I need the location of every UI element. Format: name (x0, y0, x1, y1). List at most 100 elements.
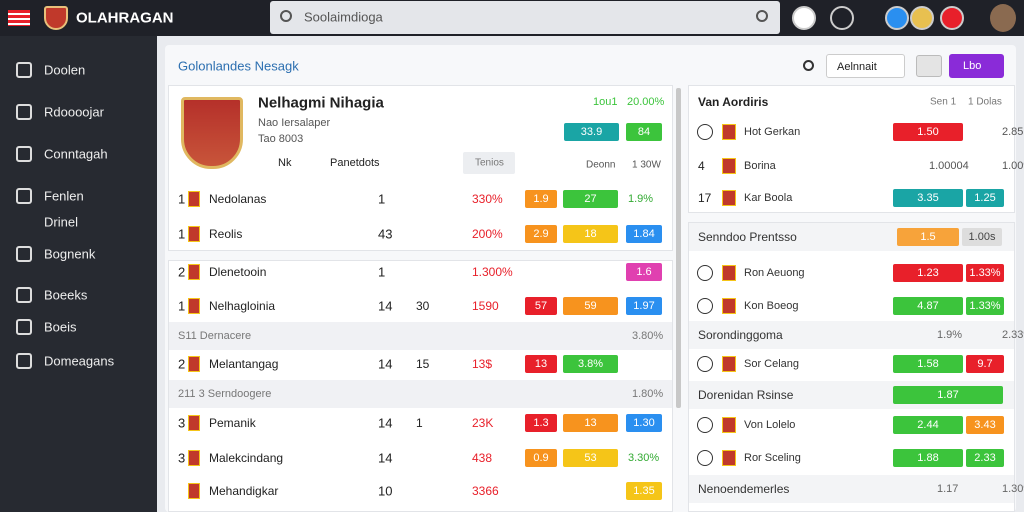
nav-item[interactable]: Boeeks (44, 287, 88, 303)
crest (188, 191, 200, 207)
section-row (689, 223, 1014, 251)
section-row (689, 475, 1014, 503)
row-name: Kon Boeog (744, 300, 799, 312)
column-text: Tenios (475, 157, 504, 169)
nav-icon (16, 246, 32, 262)
badge: 27 (563, 190, 618, 208)
nav-item[interactable]: Domeagans (44, 353, 115, 369)
badge: 2.33 (966, 449, 1004, 467)
row-name: Von Lolelo (744, 419, 796, 431)
row-pct: 23K (472, 416, 494, 430)
badge: 1.6 (626, 263, 662, 281)
badge: 1.00s (962, 228, 1002, 246)
badge: 1.23 (893, 264, 963, 282)
badge: 1.97 (626, 297, 662, 315)
crest (188, 226, 200, 242)
tab[interactable]: Panetdots (330, 157, 380, 169)
nav-icon (16, 319, 32, 335)
row-name: Ron Aeuong (744, 267, 805, 279)
row-icon (697, 417, 713, 433)
section-label: Dorenidan Rsinse (698, 388, 794, 402)
row-num: 1 (378, 191, 386, 207)
section-value: 1.17 (937, 483, 959, 495)
tab[interactable]: Nk (278, 157, 292, 169)
row-num: 14 (378, 450, 393, 466)
row-name: Pemanik (209, 416, 256, 430)
rank: 2 (178, 356, 186, 372)
row-name: Ror Sceling (744, 452, 801, 464)
nav-item[interactable]: Boeis (44, 319, 77, 335)
toolbar-search[interactable] (803, 60, 814, 71)
section-value: 1.30% (1002, 483, 1024, 495)
header-icon[interactable] (885, 6, 909, 30)
header-icon[interactable] (940, 6, 964, 30)
nav-item[interactable]: Doolen (44, 62, 86, 78)
header-icon[interactable] (910, 6, 934, 30)
crest (188, 483, 200, 499)
badge: 1.35 (626, 482, 662, 500)
nav-icon (16, 62, 32, 78)
row-name: Kar Boola (744, 192, 793, 204)
badge: 9.7 (966, 355, 1004, 373)
section-row (689, 321, 1014, 349)
header-icon[interactable] (830, 6, 854, 30)
right-title: Van Aordiris (698, 95, 769, 109)
crest (188, 356, 200, 372)
primary-button[interactable]: Lbo (949, 54, 1004, 78)
section-label: Senndoo Prentsso (698, 230, 797, 244)
nav-item[interactable]: Drinel (44, 214, 78, 230)
row-value: 2.85 (1002, 126, 1024, 138)
nav-item[interactable]: Fenlen (44, 188, 84, 204)
crest (188, 298, 200, 314)
crest (188, 415, 200, 431)
icon-button[interactable] (916, 55, 942, 77)
badge: 84 (626, 123, 662, 141)
nav-item[interactable]: Conntagah (44, 146, 108, 162)
row-pct: 13$ (472, 357, 493, 371)
header-icon[interactable] (792, 6, 816, 30)
nav-item[interactable]: Bognenk (44, 246, 96, 262)
row-icon (697, 124, 713, 140)
row-num: 14 (378, 298, 393, 314)
badge: 1.50 (893, 123, 963, 141)
team-sub: Nao Iersalaper (258, 117, 331, 129)
badge: 33.9 (564, 123, 619, 141)
row-pct: 1590 (472, 299, 499, 313)
dropdown[interactable]: Aelnnait (826, 54, 905, 78)
card (168, 85, 673, 251)
badge: 3.8% (563, 355, 618, 373)
row-pct: 330% (472, 192, 503, 206)
row-value: 1.00004 (929, 160, 969, 172)
row-name: Borina (744, 160, 776, 172)
page-title: Golonlandes Nesagk (178, 58, 299, 74)
rank: 4 (698, 159, 705, 173)
badge: 2.44 (893, 416, 963, 434)
crest (188, 264, 200, 280)
nav-item[interactable]: Rdoooojar (44, 104, 104, 120)
badge: 1.30 (626, 414, 662, 432)
row-icon (697, 265, 713, 281)
badge: 1.5 (897, 228, 959, 246)
row-name: Mehandigkar (209, 484, 279, 498)
stat: 20.00% (627, 96, 665, 108)
section-value: 1.9% (937, 329, 963, 341)
row-icon (697, 450, 713, 466)
crest (722, 356, 736, 372)
badge: 1.25 (966, 189, 1004, 207)
rank: 1 (178, 226, 186, 242)
section-label: Nenoendemerles (698, 482, 790, 496)
row-name: Dlenetooin (209, 265, 267, 279)
crest (722, 265, 736, 281)
button-text: Lbo (963, 60, 982, 72)
nav-icon (16, 188, 32, 204)
row-name: Hot Gerkan (744, 126, 801, 138)
row-num: 1 (416, 416, 423, 430)
row-pct: 3366 (472, 484, 499, 498)
search-text: Soolaimdioga (304, 9, 383, 25)
badge: 57 (525, 297, 557, 315)
search-box[interactable]: Soolaimdioga (270, 1, 780, 34)
brand: OLAHRAGAN (76, 9, 174, 27)
avatar[interactable] (990, 4, 1016, 32)
row-icon (697, 298, 713, 314)
